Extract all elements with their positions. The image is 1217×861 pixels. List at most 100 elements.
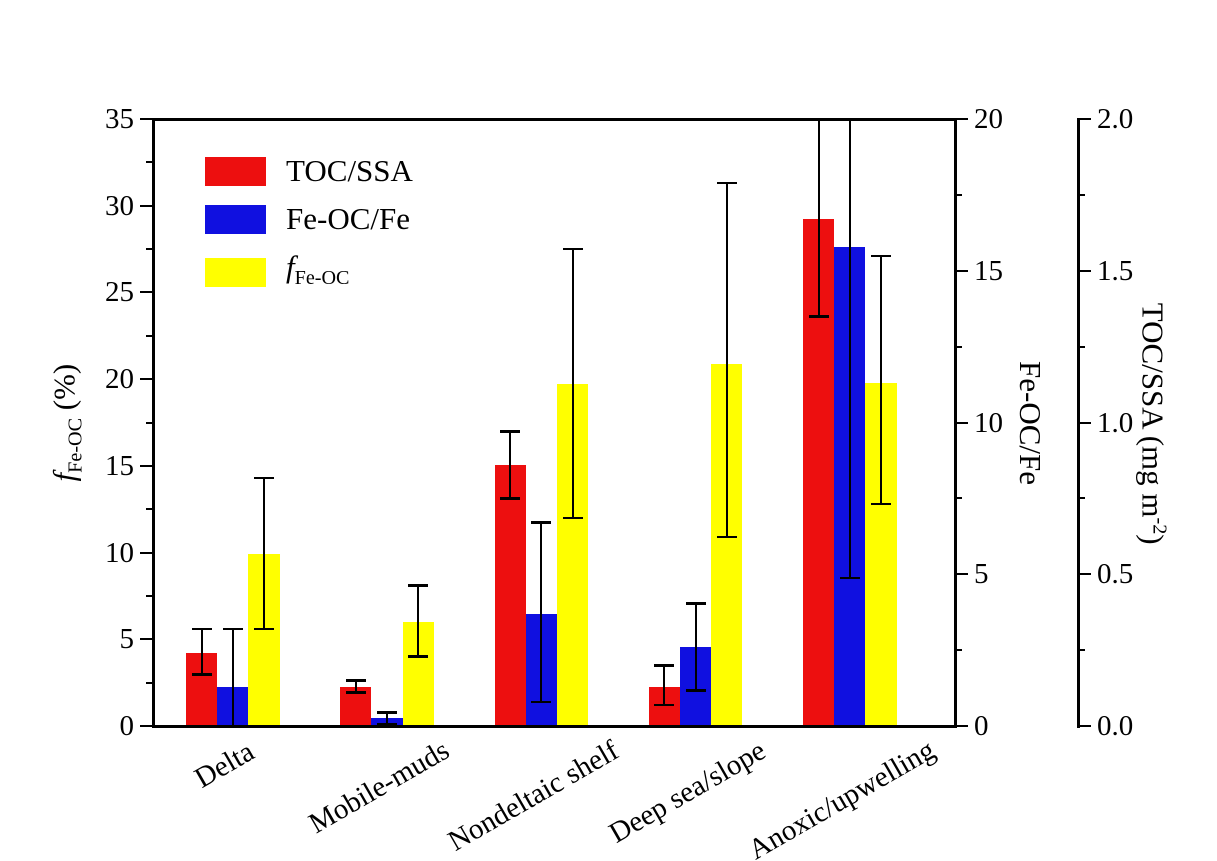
y-axis-left-tick-label: 5 [119,623,135,656]
x-axis-label-nondeltaic-shelf: Nondeltaic shelf [442,734,624,858]
errorbar-f-fe-oc-anoxic-upwelling-cap-top [871,254,891,258]
errorbar-f-fe-oc-delta-line [263,478,265,629]
y-axis-right2-minor-tick [1078,649,1085,652]
errorbar-f-fe-oc-delta-cap-top [254,476,274,480]
errorbar-toc-ssa-anoxic-upwelling-line [817,119,820,317]
bar-toc-ssa-nondeltaic-shelf [494,465,526,726]
legend-label-f-fe-oc: fFe-OC [286,249,350,290]
errorbar-toc-ssa-mobile-muds-cap-top [345,679,366,682]
y-axis-left-title: fFe-OC (%) [46,363,87,481]
errorbar-f-fe-oc-anoxic-upwelling-line [880,256,882,504]
legend-label-fe-oc-fe: Fe-OC/Fe [286,201,410,236]
y-axis-left-tick-label: 15 [105,449,134,482]
legend: TOC/SSA Fe-OC/Fe fFe-OC [205,154,413,309]
y-axis-right2-tick-label: 1.0 [1097,406,1134,439]
y-axis-right1-major-tick [955,573,968,576]
y-axis-right2-major-tick [1078,573,1091,576]
x-axis-label-anoxic-upwelling: Anoxic/upwelling [743,733,941,861]
errorbar-f-fe-oc-nondeltaic-shelf-cap-top [562,247,583,251]
errorbar-toc-ssa-nondeltaic-shelf-cap-top [500,430,521,433]
y-axis-right2-major-tick [1078,725,1091,727]
y-axis-right2-title: TOC/SSA (mg m-2) [1135,302,1171,545]
errorbar-toc-ssa-delta-line [200,628,203,675]
errorbar-f-fe-oc-deep-sea-slope-cap-bottom [716,535,737,539]
errorbar-toc-ssa-nondeltaic-shelf-cap-bottom [500,497,521,500]
y-axis-left-major-tick [140,725,153,727]
y-axis-right1-minor-tick [955,497,962,500]
y-axis-left-tick-label: 35 [105,103,134,135]
y-axis-right1-major-tick [955,421,968,424]
y-axis-left-major-tick [140,464,153,467]
y-axis-right2-tick-label: 0.0 [1097,710,1134,742]
errorbar-f-fe-oc-nondeltaic-shelf-line [571,249,574,518]
errorbar-f-fe-oc-mobile-muds-cap-top [408,584,429,587]
errorbar-toc-ssa-mobile-muds-cap-bottom [345,691,366,694]
y-axis-right1-title: Fe-OC/Fe [1013,361,1048,485]
y-axis-left-tick-label: 25 [105,276,134,309]
y-axis-left-minor-tick [146,334,153,337]
y-axis-left-minor-tick [146,681,153,684]
y-axis-right2-minor-tick [1078,497,1085,500]
y-axis-right1-minor-tick [955,649,962,652]
errorbar-fe-oc-fe-delta-cap-top [222,627,243,631]
errorbar-toc-ssa-deep-sea-slope-cap-bottom [654,703,675,706]
legend-swatch-f-fe-oc [205,258,266,288]
errorbar-fe-oc-fe-mobile-muds-line [386,712,389,724]
errorbar-fe-oc-fe-mobile-muds-cap-bottom [377,722,398,726]
y-axis-left-minor-tick [146,594,153,597]
y-axis-left-major-tick [140,291,153,294]
errorbar-f-fe-oc-mobile-muds-cap-bottom [408,655,429,658]
y-axis-right1-tick-label: 20 [974,103,1003,135]
y-axis-left-tick-label: 10 [105,536,134,569]
errorbar-toc-ssa-nondeltaic-shelf-line [509,431,512,499]
y-axis-left-major-tick [140,204,153,207]
y-axis-right2-tick-label: 1.5 [1097,254,1134,287]
y-axis-left-minor-tick [146,248,153,251]
errorbar-toc-ssa-delta-cap-bottom [191,673,212,676]
errorbar-f-fe-oc-deep-sea-slope-line [725,183,728,537]
errorbar-fe-oc-fe-anoxic-upwelling-cap-bottom [839,576,860,580]
errorbar-toc-ssa-anoxic-upwelling-cap-bottom [808,315,829,318]
y-axis-right2-major-tick [1078,421,1091,424]
errorbar-fe-oc-fe-deep-sea-slope-cap-bottom [685,689,706,692]
errorbar-f-fe-oc-nondeltaic-shelf-cap-bottom [562,516,583,520]
y-axis-left-major-tick [140,378,153,381]
y-axis-right2-major-tick [1078,118,1091,120]
errorbar-toc-ssa-deep-sea-slope-line [663,665,666,705]
y-axis-right2-tick-label: 2.0 [1097,103,1134,135]
y-axis-left-tick-label: 30 [105,189,134,222]
errorbar-f-fe-oc-delta-cap-bottom [254,627,274,631]
errorbar-f-fe-oc-anoxic-upwelling-cap-bottom [871,502,891,506]
y-axis-right2-major-tick [1078,269,1091,272]
y-axis-right1-minor-tick [955,193,962,196]
errorbar-fe-oc-fe-delta-line [231,628,234,726]
legend-item-f-fe-oc: fFe-OC [205,250,413,295]
errorbar-fe-oc-fe-nondeltaic-shelf-cap-top [531,521,552,524]
x-axis-label-deep-sea-slope: Deep sea/slope [603,734,772,850]
errorbar-f-fe-oc-deep-sea-slope-cap-top [716,181,737,185]
y-axis-right1-tick-label: 10 [974,406,1003,439]
legend-swatch-fe-oc-fe [205,204,266,234]
legend-swatch-toc-ssa [205,156,266,186]
y-axis-left-minor-tick [146,161,153,164]
y-axis-left-tick-label: 20 [105,363,134,396]
y-axis-right1-tick-label: 15 [974,254,1003,287]
y-axis-right1-major-tick [955,725,968,727]
errorbar-fe-oc-fe-deep-sea-slope-line [694,603,697,691]
x-axis-label-delta: Delta [189,735,260,795]
y-axis-right1-major-tick [955,269,968,272]
errorbar-fe-oc-fe-nondeltaic-shelf-cap-bottom [531,700,552,703]
y-axis-left-major-tick [140,551,153,554]
y-axis-right1-minor-tick [955,345,962,348]
legend-label-toc-ssa: TOC/SSA [286,153,413,188]
legend-item-toc-ssa: TOC/SSA [205,154,413,188]
x-axis-label-mobile-muds: Mobile-muds [303,734,455,841]
y-axis-left-minor-tick [146,508,153,511]
y-axis-right2-minor-tick [1078,193,1085,196]
errorbar-f-fe-oc-mobile-muds-line [417,585,420,657]
plot-frame [151,117,957,728]
y-axis-left-major-tick [140,638,153,641]
errorbar-fe-oc-fe-mobile-muds-cap-top [377,711,398,714]
